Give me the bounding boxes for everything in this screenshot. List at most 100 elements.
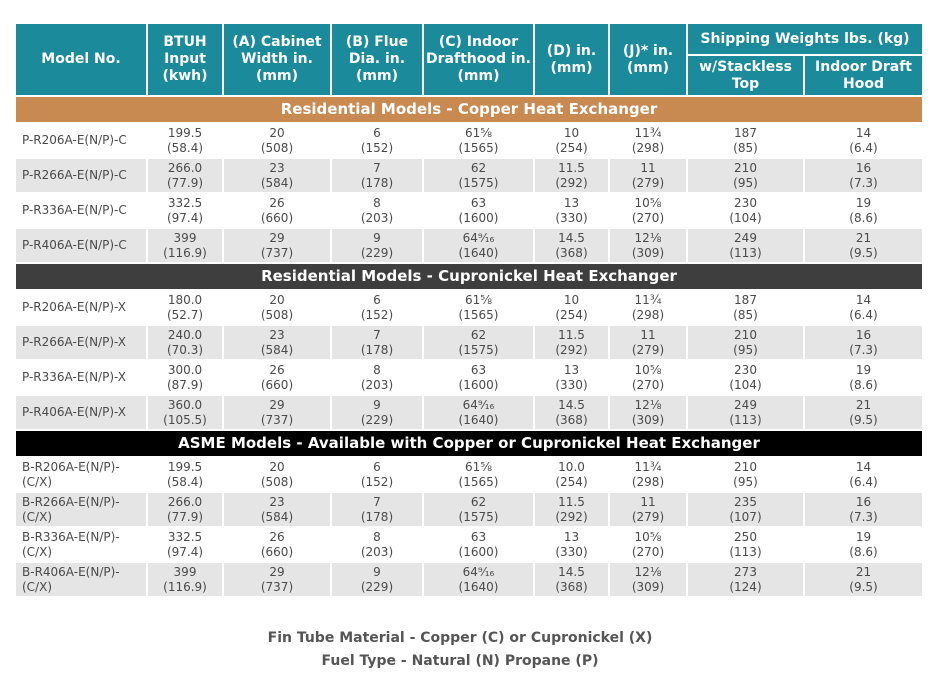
cell-line: (508) <box>260 307 294 322</box>
cell-line: (309) <box>631 579 665 594</box>
cell-line: 180.0 <box>167 292 203 307</box>
value-cell: 7 (178) <box>330 157 424 194</box>
cell-line: (85) <box>733 307 758 322</box>
cell-line: (1640) <box>458 579 499 594</box>
cell-line: 29 <box>269 397 285 412</box>
value-cell: 20 (508) <box>222 289 332 326</box>
cell-line: (8.6) <box>849 544 878 559</box>
cell-line: 12⅛ <box>634 397 662 412</box>
value-cell: 63 (1600) <box>422 359 535 396</box>
value-cell: 12⅛ (309) <box>608 227 688 264</box>
cell-line: (77.9) <box>166 175 204 190</box>
data-row: B-R406A-E(N/P)-(C/X) 399 (116.9) 29 (737) 9 (2… <box>14 561 924 598</box>
value-cell: 29 (737) <box>222 394 332 431</box>
cell-line: 64⁹⁄₁₆ <box>462 397 495 412</box>
value-cell: 6 (152) <box>330 122 424 159</box>
cell-line: (7.3) <box>849 175 878 190</box>
value-cell: 266.0 (77.9) <box>146 491 224 528</box>
cell-line: (116.9) <box>163 245 207 260</box>
data-row: P-R406A-E(N/P)-X 360.0 (105.5) 29 (737) 9 (229… <box>14 394 924 431</box>
cell-line: (584) <box>260 342 294 357</box>
value-cell: 230 (104) <box>686 359 805 396</box>
value-cell: 21 (9.5) <box>803 394 924 431</box>
model-cell: B-R336A-E(N/P)-(C/X) <box>14 526 148 563</box>
cell-line: (113) <box>729 412 762 427</box>
cell-line: (270) <box>631 377 665 392</box>
value-cell: 9 (229) <box>330 561 424 598</box>
value-cell: 64⁹⁄₁₆ (1640) <box>422 394 535 431</box>
cell-line: 16 <box>855 160 872 175</box>
model-cell: P-R266A-E(N/P)-X <box>14 324 148 361</box>
cell-line: (77.9) <box>166 509 204 524</box>
cell-line: 14 <box>855 459 872 474</box>
cell-line: 23 <box>269 327 285 342</box>
cell-line: 11¾ <box>634 459 662 474</box>
data-row: P-R336A-E(N/P)-C 332.5 (97.4) 26 (660) 8 (203)… <box>14 192 924 229</box>
cell-line: (737) <box>260 245 294 260</box>
header-row: Model No. BTUH Input (kwh) (A) Cabinet Wid… <box>14 22 924 97</box>
value-cell: 10 (254) <box>533 122 610 159</box>
cell-line: (7.3) <box>849 342 878 357</box>
value-cell: 21 (9.5) <box>803 227 924 264</box>
cell-line: (152) <box>360 140 394 155</box>
cell-line: (1575) <box>458 342 499 357</box>
cell-line: 360.0 <box>167 397 203 412</box>
column-header: (D) in. (mm) <box>533 22 610 97</box>
data-row: P-R206A-E(N/P)-X 180.0 (52.7) 20 (508) 6 (152)… <box>14 289 924 326</box>
section-title: Residential Models - Cupronickel Heat Ex… <box>14 262 924 291</box>
cell-line: 11¾ <box>634 292 662 307</box>
cell-line: 300.0 <box>167 362 203 377</box>
cell-line: (584) <box>260 175 294 190</box>
value-cell: 26 (660) <box>222 359 332 396</box>
cell-line: 11 <box>640 494 656 509</box>
cell-line: 273 <box>734 564 757 579</box>
cell-line: (152) <box>360 307 394 322</box>
cell-line: 19 <box>855 195 872 210</box>
cell-line: 26 <box>269 362 285 377</box>
cell-line: (368) <box>555 579 588 594</box>
cell-line: (87.9) <box>166 377 204 392</box>
value-cell: 11 (279) <box>608 157 688 194</box>
cell-line: 249 <box>734 397 757 412</box>
cell-line: (737) <box>260 412 294 427</box>
cell-line: 8 <box>373 195 381 210</box>
value-cell: 20 (508) <box>222 456 332 493</box>
value-cell: 26 (660) <box>222 526 332 563</box>
value-cell: 62 (1575) <box>422 491 535 528</box>
value-cell: 250 (113) <box>686 526 805 563</box>
cell-line: 266.0 <box>167 160 203 175</box>
data-row: P-R206A-E(N/P)-C 199.5 (58.4) 20 (508) 6 (152)… <box>14 122 924 159</box>
value-cell: 199.5 (58.4) <box>146 456 224 493</box>
cell-line: (70.3) <box>166 342 204 357</box>
cell-line: 11 <box>640 327 656 342</box>
value-cell: 332.5 (97.4) <box>146 192 224 229</box>
cell-line: 10⅝ <box>634 195 662 210</box>
cell-line: 11.5 <box>558 494 585 509</box>
cell-line: (330) <box>555 377 588 392</box>
cell-line: (298) <box>631 140 665 155</box>
value-cell: 10⅝ (270) <box>608 526 688 563</box>
cell-line: 14 <box>855 292 872 307</box>
cell-line: 61⅝ <box>465 292 492 307</box>
cell-line: (105.5) <box>163 412 207 427</box>
cell-line: (178) <box>360 175 394 190</box>
cell-line: (660) <box>260 210 294 225</box>
section-title: Residential Models - Copper Heat Exchang… <box>14 95 924 124</box>
cell-line: (9.5) <box>849 579 878 594</box>
cell-line: (660) <box>260 544 294 559</box>
cell-line: (97.4) <box>166 210 204 225</box>
value-cell: 13 (330) <box>533 192 610 229</box>
cell-line: 19 <box>855 362 872 377</box>
model-cell: P-R206A-E(N/P)-C <box>14 122 148 159</box>
value-cell: 63 (1600) <box>422 192 535 229</box>
section-row: Residential Models - Cupronickel Heat Ex… <box>14 262 924 291</box>
value-cell: 19 (8.6) <box>803 192 924 229</box>
cell-line: 210 <box>734 459 757 474</box>
cell-line: 250 <box>734 529 757 544</box>
footer-line: Fin Tube Material - Copper (C) or Cupron… <box>267 630 653 646</box>
value-cell: 62 (1575) <box>422 157 535 194</box>
cell-line: (58.4) <box>166 474 204 489</box>
cell-line: 266.0 <box>167 494 203 509</box>
cell-line: (1600) <box>458 377 499 392</box>
value-cell: 249 (113) <box>686 394 805 431</box>
